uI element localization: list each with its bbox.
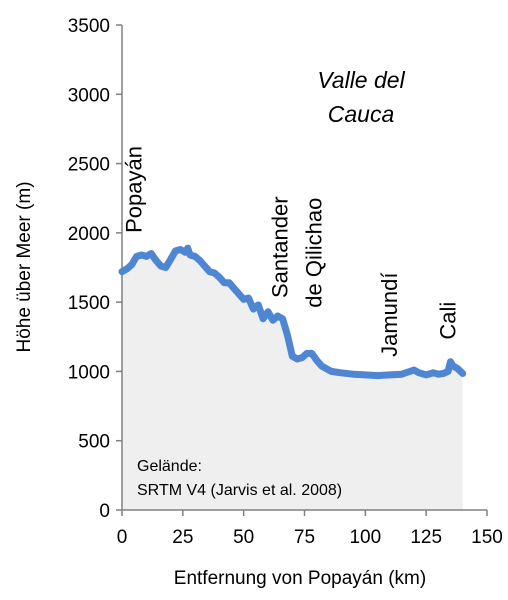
y-tick-label: 2500 [68,155,110,176]
terrain-fill-layer [122,248,463,510]
y-tick-label: 2000 [68,224,110,245]
elevation-line-layer [118,244,467,380]
y-tick-label: 0 [99,501,110,522]
x-tick-label: 150 [471,527,503,548]
region-label-line-2: Cauca [328,101,394,127]
x-ticks: 0 25 50 75 100 125 150 [117,510,503,548]
x-tick-label: 75 [294,527,315,548]
x-tick-label: 100 [349,527,381,548]
source-label-line-1: Gelände: [137,458,202,475]
terrain-area [122,248,463,510]
y-tick-label: 3000 [68,85,110,106]
x-axis-title: Entfernung von Popayán (km) [174,568,426,589]
y-ticks: 0 500 1000 1500 2000 2500 3000 3500 [68,16,122,522]
region-label-line-1: Valle del [317,67,405,93]
x-tick-label: 25 [172,527,193,548]
y-tick-label: 1000 [68,362,110,383]
place-label: Cali [435,302,460,340]
y-tick-label: 500 [78,432,110,453]
y-axis-title: Höhe über Meer (m) [14,181,35,352]
place-label: Popayán [122,146,147,233]
x-tick-label: 0 [117,527,128,548]
elevation-line [118,244,467,380]
x-tick-label: 50 [233,527,254,548]
place-label: de Qilichao [302,198,327,308]
place-annotations: Popayán Santander de Qilichao Jamundí Cali [122,146,461,357]
y-tick-label: 3500 [68,16,110,37]
x-tick-label: 125 [410,527,442,548]
y-tick-label: 1500 [68,293,110,314]
source-label-line-2: SRTM V4 (Jarvis et al. 2008) [137,482,342,499]
place-label: Jamundí [377,273,402,357]
place-label: Santander [268,196,293,298]
